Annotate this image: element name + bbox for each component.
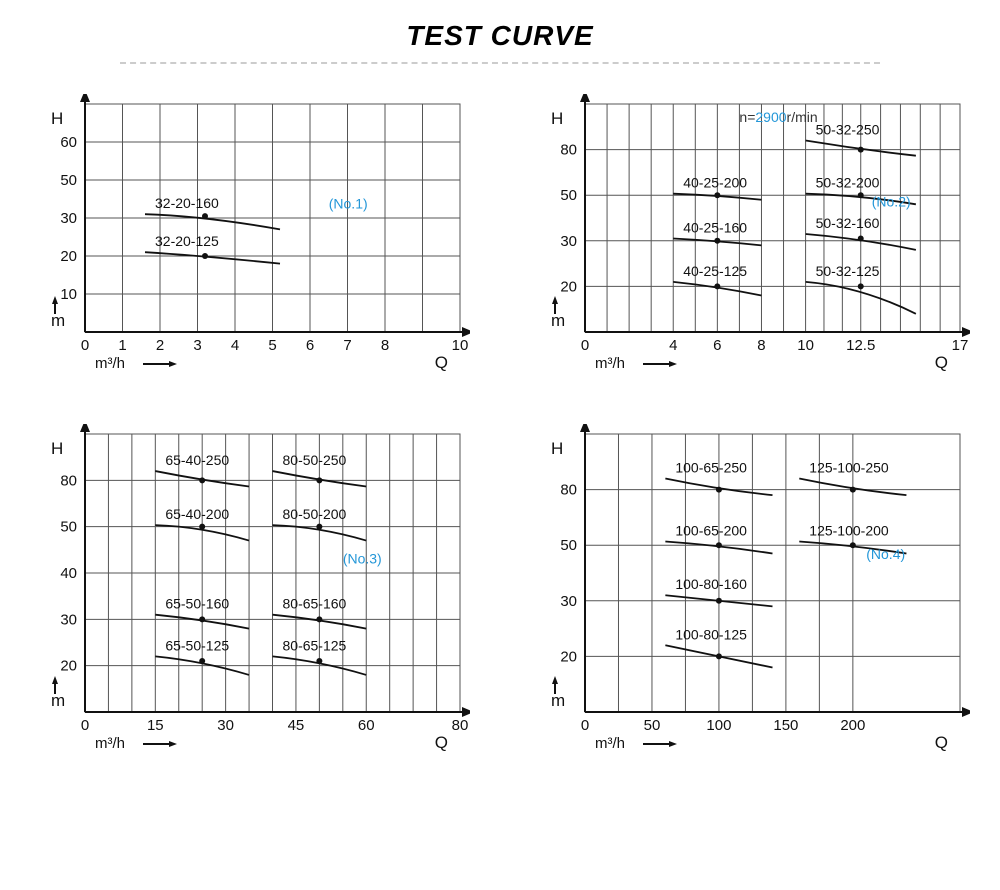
svg-text:60: 60 <box>60 134 77 151</box>
svg-text:30: 30 <box>60 611 77 628</box>
page-title: TEST CURVE <box>20 20 980 52</box>
svg-text:8: 8 <box>381 337 389 354</box>
svg-text:80-65-160: 80-65-160 <box>283 596 347 612</box>
svg-text:8: 8 <box>757 337 765 354</box>
svg-text:10: 10 <box>60 286 77 303</box>
svg-text:2: 2 <box>156 337 164 354</box>
svg-text:5: 5 <box>268 337 276 354</box>
svg-text:3: 3 <box>193 337 201 354</box>
svg-text:30: 30 <box>560 233 577 250</box>
svg-text:0: 0 <box>81 337 89 354</box>
svg-text:200: 200 <box>840 717 865 734</box>
svg-text:m³/h: m³/h <box>595 735 625 752</box>
svg-text:45: 45 <box>288 717 305 734</box>
svg-text:50: 50 <box>560 187 577 204</box>
svg-text:50-32-200: 50-32-200 <box>816 175 880 191</box>
svg-text:Q: Q <box>935 353 948 372</box>
svg-text:Q: Q <box>935 733 948 752</box>
svg-text:80: 80 <box>560 142 577 159</box>
svg-text:100-65-250: 100-65-250 <box>675 459 747 475</box>
chart-2: 0 4 6 8 10 12.5 17 20 30 50 80 Hm Qm³/h 40-25-200 40-2… <box>530 94 970 384</box>
divider <box>120 62 880 64</box>
svg-text:100-80-125: 100-80-125 <box>675 626 747 642</box>
svg-text:10: 10 <box>452 337 469 354</box>
svg-text:65-50-160: 65-50-160 <box>165 596 229 612</box>
svg-text:20: 20 <box>60 248 77 265</box>
svg-text:0: 0 <box>581 337 589 354</box>
svg-text:32-20-125: 32-20-125 <box>155 233 219 249</box>
svg-text:32-20-160: 32-20-160 <box>155 195 219 211</box>
svg-text:40-25-200: 40-25-200 <box>683 175 747 191</box>
svg-text:Q: Q <box>435 353 448 372</box>
svg-text:17: 17 <box>952 337 969 354</box>
svg-text:4: 4 <box>231 337 239 354</box>
svg-text:80: 80 <box>60 472 77 489</box>
svg-text:m: m <box>551 691 565 710</box>
svg-text:15: 15 <box>147 717 164 734</box>
svg-text:125-100-250: 125-100-250 <box>809 459 889 475</box>
svg-text:0: 0 <box>581 717 589 734</box>
svg-text:m: m <box>51 691 65 710</box>
svg-text:7: 7 <box>343 337 351 354</box>
svg-text:80-65-125: 80-65-125 <box>283 637 347 653</box>
svg-text:50-32-160: 50-32-160 <box>816 215 880 231</box>
svg-text:m: m <box>51 311 65 330</box>
svg-text:40-25-160: 40-25-160 <box>683 220 747 236</box>
chart-1: 0 1 2 3 4 5 6 7 8 10 10 20 30 50 60 Hm Qm³/h 32-20-160 32-… <box>30 94 470 384</box>
svg-text:6: 6 <box>306 337 314 354</box>
svg-text:Q: Q <box>435 733 448 752</box>
svg-text:1: 1 <box>118 337 126 354</box>
svg-text:80-50-200: 80-50-200 <box>283 506 347 522</box>
svg-text:65-40-250: 65-40-250 <box>165 452 229 468</box>
svg-text:50: 50 <box>60 172 77 189</box>
svg-text:20: 20 <box>60 658 77 675</box>
svg-text:H: H <box>551 439 563 458</box>
chart-3: 0 15 30 45 60 80 20 30 40 50 80 Hm Qm³/h 65-40-250 65-… <box>30 424 470 764</box>
svg-text:12.5: 12.5 <box>846 337 875 354</box>
svg-text:H: H <box>551 109 563 128</box>
svg-text:m: m <box>551 311 565 330</box>
svg-text:30: 30 <box>60 210 77 227</box>
svg-text:40-25-125: 40-25-125 <box>683 263 747 279</box>
chart-4: 0 50 100 150 200 20 30 50 80 Hm Qm³/h 100-65-250 100… <box>530 424 970 764</box>
svg-text:100: 100 <box>706 717 731 734</box>
svg-text:125-100-200: 125-100-200 <box>809 522 889 538</box>
svg-text:(No.3): (No.3) <box>343 551 382 567</box>
svg-text:80-50-250: 80-50-250 <box>283 452 347 468</box>
svg-text:(No.2): (No.2) <box>872 194 911 210</box>
svg-text:50-32-250: 50-32-250 <box>816 121 880 137</box>
svg-text:50-32-125: 50-32-125 <box>816 263 880 279</box>
svg-text:40: 40 <box>60 565 77 582</box>
svg-text:m³/h: m³/h <box>95 355 125 372</box>
svg-text:150: 150 <box>773 717 798 734</box>
charts-grid: 012345678101020305060HmQm³/h32-20-16032-… <box>20 94 980 764</box>
svg-text:6: 6 <box>713 337 721 354</box>
svg-text:n=2900r/min: n=2900r/min <box>739 109 817 125</box>
svg-text:100-80-160: 100-80-160 <box>675 576 747 592</box>
svg-text:50: 50 <box>644 717 661 734</box>
svg-text:H: H <box>51 439 63 458</box>
svg-text:20: 20 <box>560 278 577 295</box>
svg-text:m³/h: m³/h <box>95 735 125 752</box>
svg-text:m³/h: m³/h <box>595 355 625 372</box>
svg-text:60: 60 <box>358 717 375 734</box>
svg-text:(No.1): (No.1) <box>329 196 368 212</box>
svg-text:65-40-200: 65-40-200 <box>165 506 229 522</box>
svg-text:(No.4): (No.4) <box>866 546 905 562</box>
svg-text:50: 50 <box>60 519 77 536</box>
svg-text:80: 80 <box>560 482 577 499</box>
svg-text:80: 80 <box>452 717 469 734</box>
svg-text:100-65-200: 100-65-200 <box>675 522 747 538</box>
svg-text:65-50-125: 65-50-125 <box>165 637 229 653</box>
svg-text:10: 10 <box>797 337 814 354</box>
svg-text:30: 30 <box>217 717 234 734</box>
svg-text:30: 30 <box>560 593 577 610</box>
svg-text:50: 50 <box>560 537 577 554</box>
svg-text:4: 4 <box>669 337 677 354</box>
svg-text:20: 20 <box>560 648 577 665</box>
svg-text:H: H <box>51 109 63 128</box>
svg-text:0: 0 <box>81 717 89 734</box>
